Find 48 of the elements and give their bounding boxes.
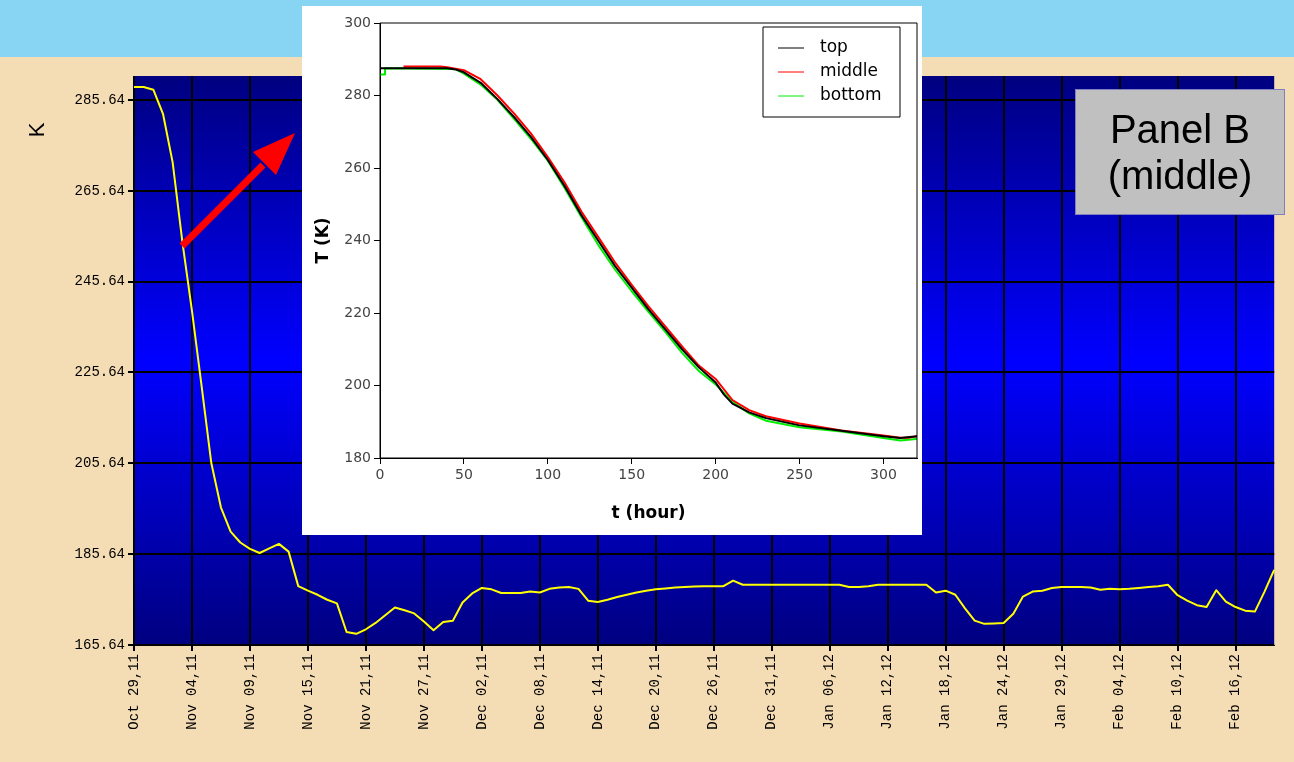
- x-tick-label: Dec 02,11: [473, 654, 490, 730]
- x-tick-label: Oct 29,11: [125, 654, 142, 730]
- x-tick-label: Nov 27,11: [415, 654, 432, 730]
- y-tick-label: 225.64: [74, 364, 125, 381]
- y-tick-label: 240: [344, 231, 371, 248]
- y-tick-label: 220: [344, 303, 371, 320]
- x-axis-title: t (hour): [611, 502, 686, 523]
- x-tick-label: Dec 20,11: [647, 654, 664, 730]
- x-tick-label: Dec 26,11: [705, 654, 722, 730]
- x-tick-label: Jan 06,12: [821, 654, 838, 730]
- legend-label: middle: [820, 60, 879, 81]
- x-tick-label: Nov 15,11: [299, 654, 316, 730]
- x-tick-label: Nov 09,11: [241, 654, 258, 730]
- x-tick-label: Jan 29,12: [1053, 654, 1070, 730]
- y-tick-label: 185.64: [74, 545, 125, 562]
- legend-label: bottom: [820, 84, 882, 105]
- y-tick-label: 165.64: [74, 636, 125, 653]
- y-tick-label: 245.64: [74, 273, 125, 290]
- x-tick-label: 250: [786, 466, 813, 483]
- x-tick-label: Dec 08,11: [531, 654, 548, 730]
- x-tick-label: Nov 04,11: [183, 654, 200, 730]
- y-tick-label: 260: [344, 158, 371, 175]
- annotation: Panel B (middle): [1075, 89, 1285, 215]
- x-tick-label: Jan 18,12: [937, 654, 954, 730]
- y-axis-title: K: [24, 122, 50, 138]
- x-tick-label: Dec 31,11: [763, 654, 780, 730]
- x-tick-label: 0: [375, 466, 385, 483]
- x-tick-label: Jan 12,12: [879, 654, 896, 730]
- y-tick-label: 180: [344, 448, 371, 465]
- x-tick-label: 300: [870, 466, 897, 483]
- x-tick-label: Dec 14,11: [589, 654, 606, 730]
- x-tick-label: Jan 24,12: [995, 654, 1012, 730]
- x-tick-label: 200: [702, 466, 729, 483]
- y-tick-label: 280: [344, 86, 371, 103]
- y-tick-label: 265.64: [74, 182, 125, 199]
- y-axis-title: T (K): [312, 217, 333, 264]
- x-tick-label: Feb 04,12: [1111, 654, 1128, 730]
- y-tick-label: 300: [344, 13, 371, 30]
- x-tick-label: Feb 16,12: [1227, 654, 1244, 730]
- x-tick-label: 50: [454, 466, 473, 483]
- x-tick-label: Feb 10,12: [1169, 654, 1186, 730]
- x-tick-label: 100: [534, 466, 562, 483]
- y-tick-label: 205.64: [74, 455, 125, 472]
- y-tick-label: 200: [344, 376, 371, 393]
- x-tick-label: 150: [618, 466, 646, 483]
- x-tick-label: Nov 21,11: [357, 654, 374, 730]
- y-tick-label: 285.64: [74, 91, 125, 108]
- legend-label: top: [820, 36, 848, 57]
